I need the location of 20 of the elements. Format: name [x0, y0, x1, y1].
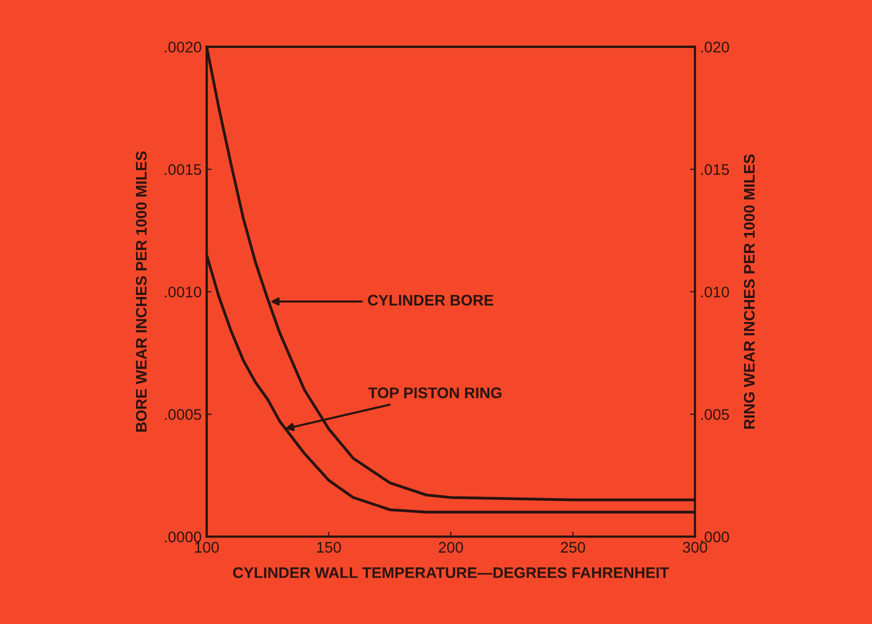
annotation: CYLINDER BORE [368, 294, 494, 306]
y2-tick-label: .010 [701, 286, 729, 298]
x-tick-label: 250 [560, 542, 586, 553]
x-tick-label: 300 [682, 542, 708, 553]
y2-tick-label: .020 [701, 42, 729, 52]
y2-axis-title: RING WEAR INCHES PER 1000 MILES [744, 154, 755, 429]
y-tick-label: .0020 [164, 42, 202, 52]
y-tick-label: .0015 [164, 164, 202, 175]
y-tick-label: .0005 [164, 409, 202, 420]
y-tick-label: .0010 [164, 286, 202, 298]
x-tick-label: 150 [317, 542, 341, 553]
y2-tick-label: .005 [701, 409, 729, 420]
y2-tick-label: .000 [701, 532, 729, 542]
x-tick-label: 100 [195, 542, 219, 553]
y2-tick-label: .015 [701, 164, 729, 175]
annotation: TOP PISTON RING [368, 387, 502, 398]
x-tick-label: 200 [438, 542, 463, 553]
y-axis-title: BORE WEAR INCHES PER 1000 MILES [136, 151, 147, 432]
y-tick-label: .0000 [164, 532, 202, 542]
x-axis-title: CYLINDER WALL TEMPERATURE—DEGREES FAHRENHEIT [233, 567, 669, 578]
